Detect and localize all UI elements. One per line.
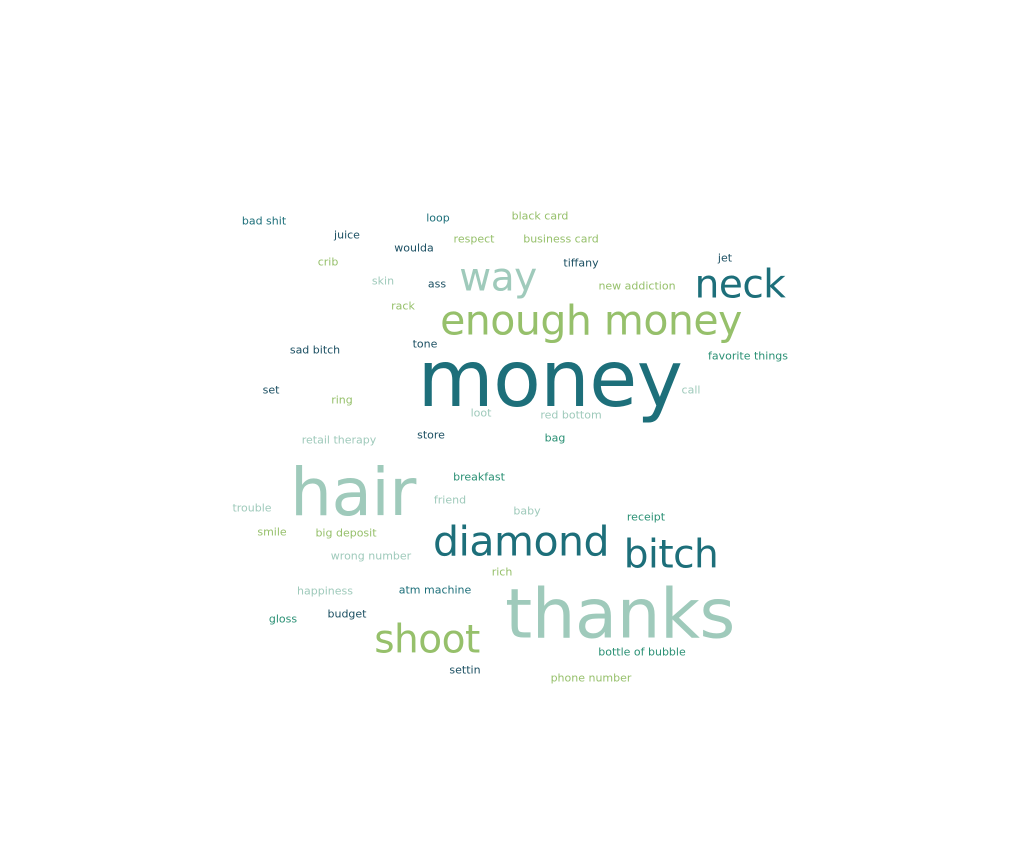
word-big-deposit: big deposit	[315, 526, 377, 540]
word-jet: jet	[717, 251, 733, 265]
word-friend: friend	[433, 493, 467, 507]
word-enough-money: enough money	[440, 296, 742, 345]
word-receipt: receipt	[626, 510, 666, 524]
word-loop: loop	[426, 211, 450, 225]
word-baby: baby	[513, 504, 541, 518]
word-tiffany: tiffany	[563, 256, 599, 270]
word-skin: skin	[371, 274, 395, 288]
word-retail-therapy: retail therapy	[301, 433, 377, 447]
word-bad-shit: bad shit	[241, 214, 287, 228]
word-store: store	[417, 428, 445, 442]
word-woulda: woulda	[394, 241, 434, 255]
word-ring: ring	[331, 393, 353, 407]
word-neck: neck	[694, 262, 786, 308]
word-business-card: business card	[523, 232, 599, 246]
word-bitch: bitch	[623, 532, 719, 578]
word-red-bottom: red bottom	[540, 408, 602, 422]
word-happiness: happiness	[297, 584, 353, 598]
word-set: set	[262, 383, 280, 397]
word-breakfast: breakfast	[453, 470, 505, 484]
word-gloss: gloss	[268, 612, 298, 626]
word-juice: juice	[334, 228, 360, 242]
word-diamond: diamond	[432, 517, 610, 566]
word-money: money	[417, 335, 683, 425]
word-wrong-number: wrong number	[330, 549, 412, 563]
word-rich: rich	[491, 565, 513, 579]
word-smile: smile	[257, 525, 287, 539]
word-black-card: black card	[511, 209, 569, 223]
word-atm-machine: atm machine	[398, 583, 472, 597]
word-settin: settin	[449, 663, 481, 677]
word-favorite-things: favorite things	[707, 349, 789, 363]
word-way: way	[459, 255, 537, 301]
word-tone: tone	[412, 337, 438, 351]
word-bag: bag	[544, 431, 566, 445]
word-hair: hair	[290, 454, 416, 531]
word-call: call	[681, 383, 701, 397]
word-bottle-of-bubble: bottle of bubble	[598, 645, 686, 659]
word-sad-bitch: sad bitch	[289, 343, 341, 357]
word-crib: crib	[317, 255, 339, 269]
word-loot: loot	[470, 406, 492, 420]
word-trouble: trouble	[232, 501, 272, 515]
word-new-addiction: new addiction	[598, 279, 676, 293]
word-respect: respect	[453, 232, 495, 246]
word-budget: budget	[327, 607, 367, 621]
word-phone-number: phone number	[550, 671, 632, 685]
word-ass: ass	[427, 277, 447, 291]
word-rack: rack	[391, 299, 415, 313]
word-shoot: shoot	[374, 617, 480, 663]
word-thanks: thanks	[505, 574, 735, 655]
